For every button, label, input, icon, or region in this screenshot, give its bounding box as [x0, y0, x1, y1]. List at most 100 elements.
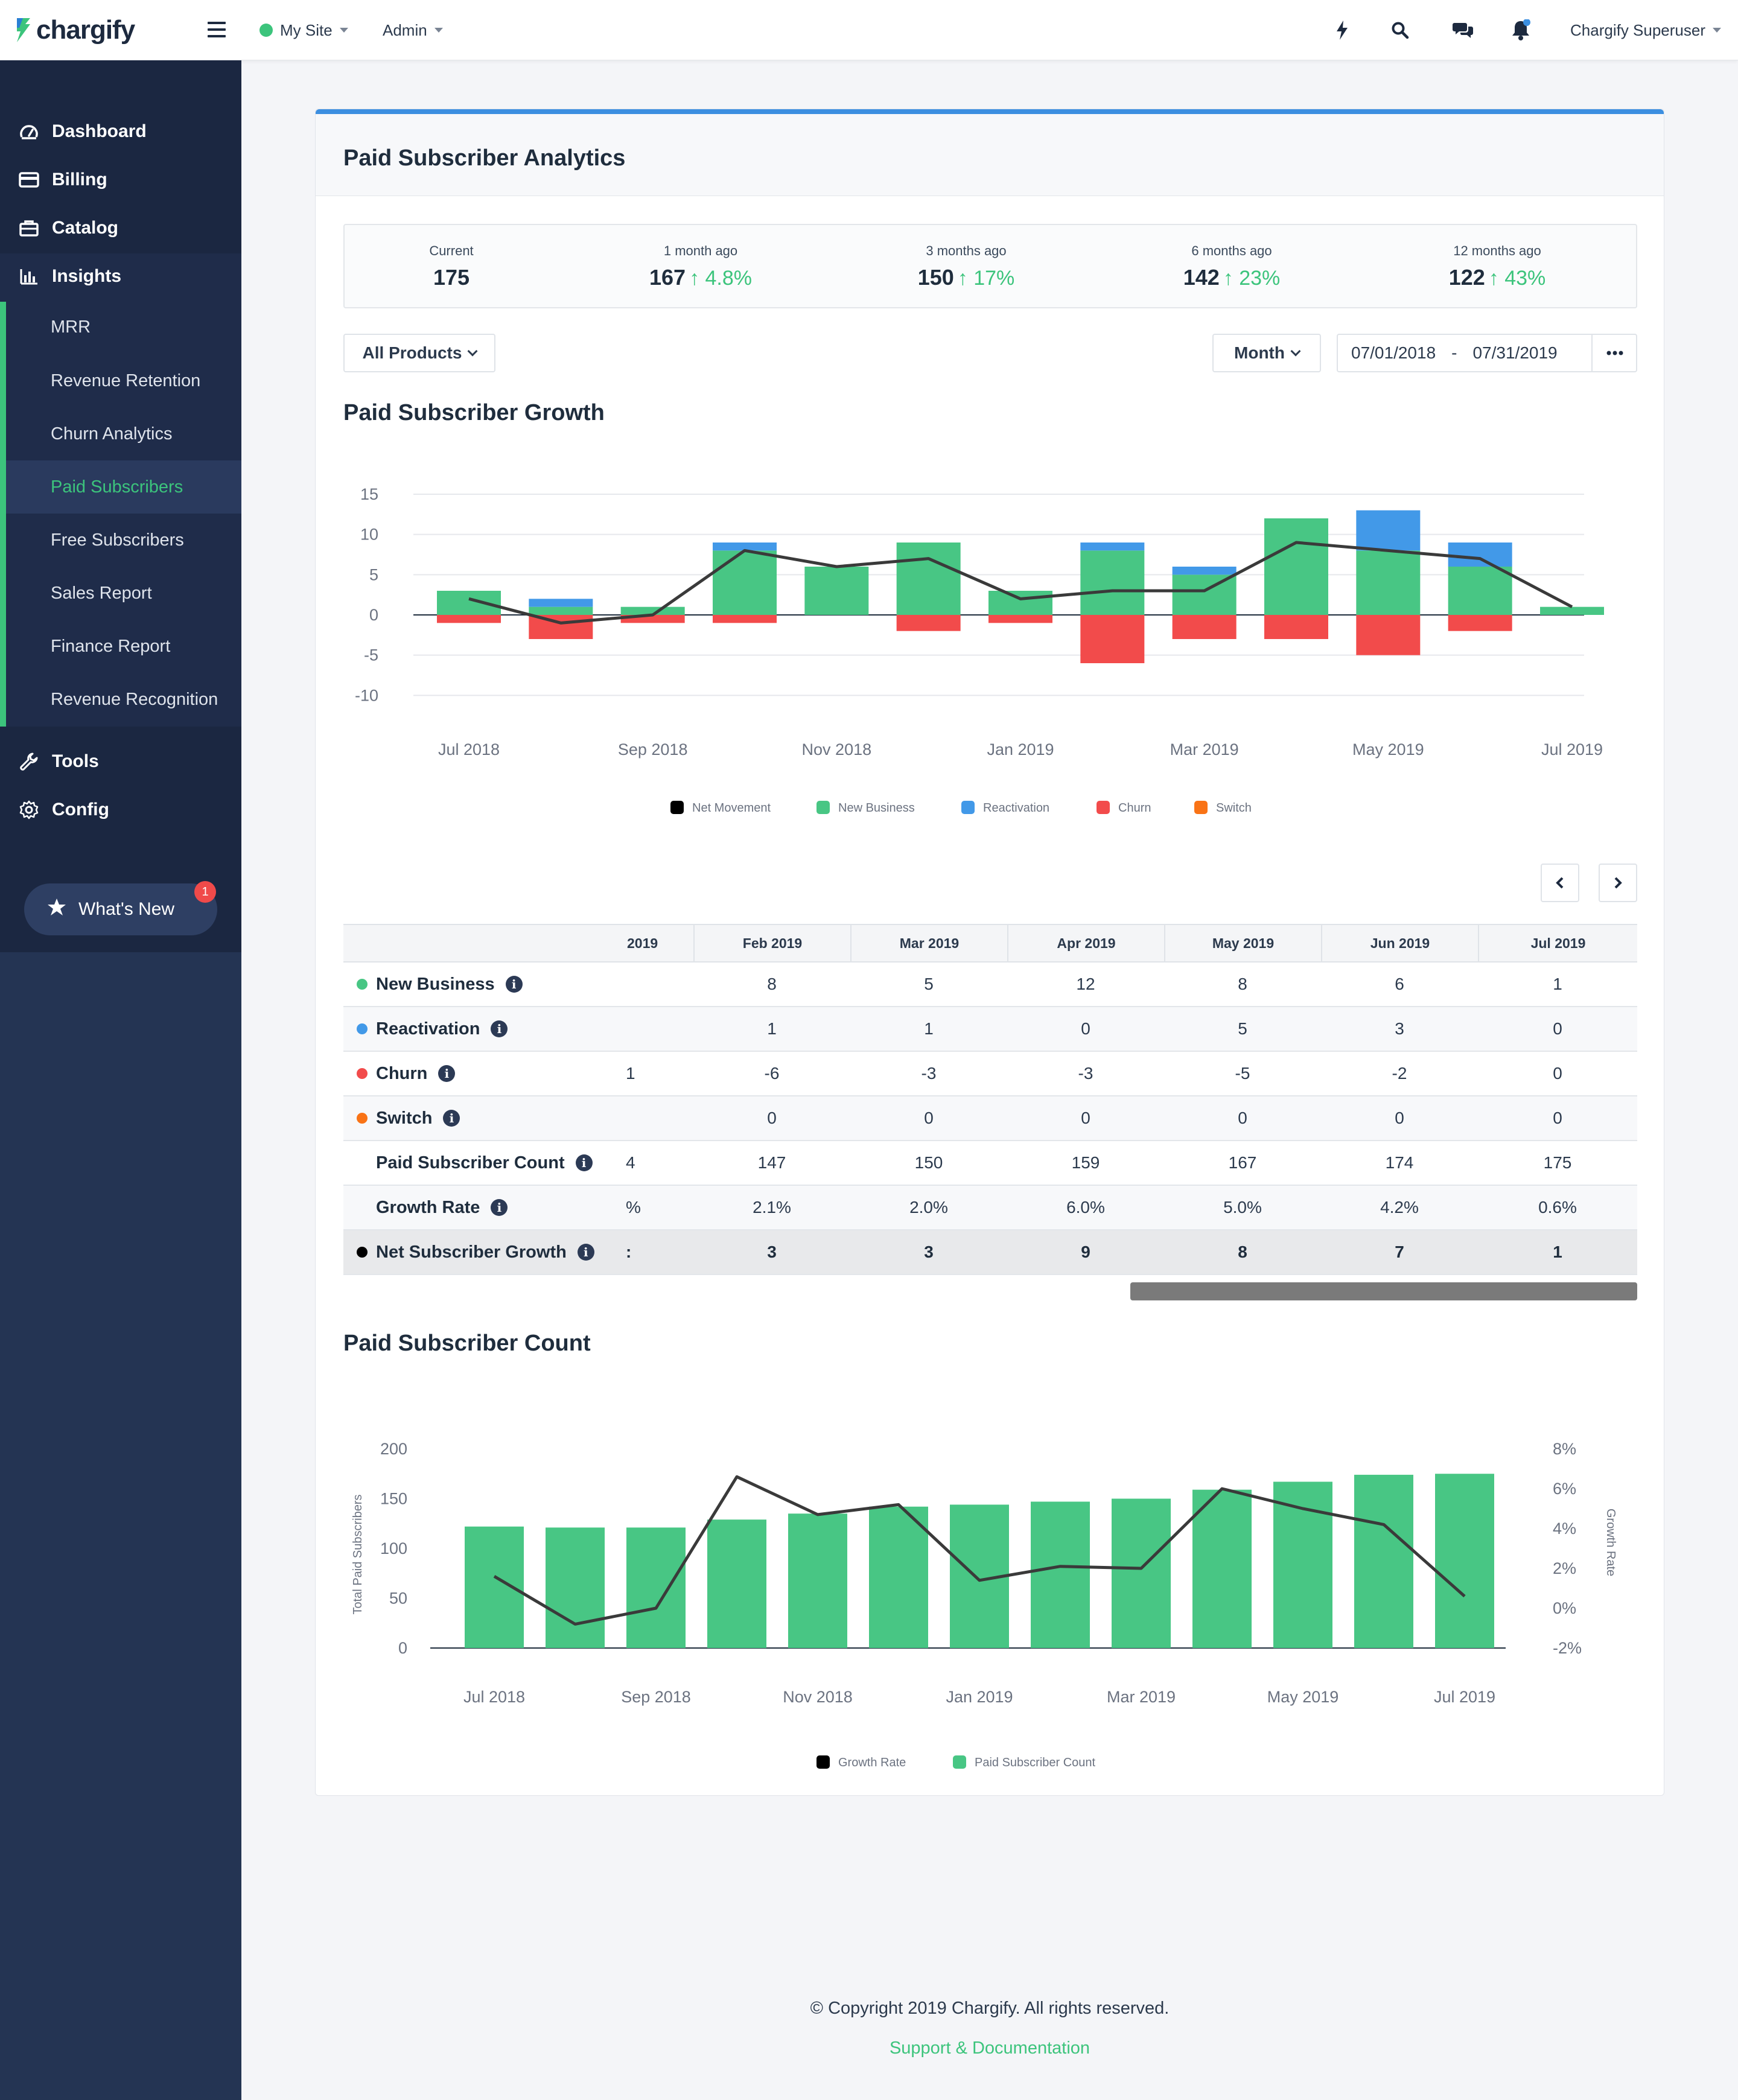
top-bar: chargify My Site Admin Chargify Superuse… [0, 0, 1738, 60]
table-next-button[interactable] [1599, 864, 1637, 902]
products-dropdown[interactable]: All Products [343, 334, 495, 372]
legend-label: Growth Rate [838, 1756, 906, 1769]
info-icon[interactable]: i [505, 976, 523, 993]
bar-reactivation [713, 542, 777, 551]
table-cell: 7 [1395, 1242, 1404, 1261]
sidebar-subitem-label: Revenue Retention [51, 371, 201, 390]
table-cell: 1 [1553, 975, 1562, 993]
legend-label: Churn [1118, 801, 1151, 815]
y-tick-label: 0 [369, 606, 378, 624]
period-dropdown[interactable]: Month [1212, 334, 1321, 372]
x-tick-label: Jan 2019 [946, 1688, 1013, 1706]
search-icon[interactable] [1387, 17, 1413, 43]
sidebar-subitem-revenue-recognition[interactable]: Revenue Recognition [0, 673, 241, 726]
bar-new-business [1540, 606, 1604, 615]
legend-swatch [1097, 801, 1110, 814]
bar-paid-subscriber-count [626, 1527, 686, 1648]
bar-new-business [1172, 574, 1237, 615]
table-cell: 12 [1076, 975, 1095, 993]
more-options-icon[interactable] [1593, 335, 1637, 371]
sidebar-item-billing[interactable]: Billing [0, 156, 241, 204]
row-label-text: New Business [376, 974, 495, 994]
stat-value: 150 ↑ 17% [876, 265, 1057, 290]
info-icon[interactable]: i [491, 1020, 508, 1037]
logo-text: chargify [36, 15, 135, 45]
support-docs-link[interactable]: Support & Documentation [889, 2038, 1090, 2058]
table-cell: -5 [1235, 1064, 1250, 1083]
table-row: Reactivation i 1 1 0 5 3 0 [343, 1007, 1637, 1052]
bar-new-business [1356, 550, 1421, 615]
column-header: Apr 2019 [1007, 925, 1164, 961]
user-menu[interactable]: Chargify Superuser [1570, 18, 1721, 42]
table-cell: 0 [1553, 1019, 1562, 1038]
bar-paid-subscriber-count [869, 1506, 928, 1648]
sidebar-subitem-label: MRR [51, 317, 91, 337]
growth-chart-title: Paid Subscriber Growth [343, 400, 605, 425]
table-cell: 2.1% [753, 1198, 791, 1217]
legend-label: Switch [1216, 801, 1252, 815]
table-cell: 1 [767, 1019, 777, 1038]
sidebar-subitem-sales-report[interactable]: Sales Report [0, 567, 241, 620]
table-cell: -2 [1392, 1064, 1407, 1083]
sidebar-subitem-label: Sales Report [51, 583, 152, 603]
table-cell: 4.2% [1380, 1198, 1419, 1217]
sidebar-subitem-mrr[interactable]: MRR [0, 301, 241, 354]
sidebar-subitem-free-subscribers[interactable]: Free Subscribers [0, 514, 241, 567]
sidebar-item-dashboard[interactable]: Dashboard [0, 107, 241, 156]
sidebar-subitem-revenue-retention[interactable]: Revenue Retention [0, 354, 241, 407]
site-selector[interactable]: My Site [259, 18, 348, 42]
y-tick-label: 150 [380, 1490, 407, 1508]
series-dot [357, 1023, 368, 1034]
bar-churn [1448, 615, 1512, 631]
sidebar-item-label: Tools [52, 751, 99, 771]
table-cell: 9 [1081, 1242, 1090, 1261]
info-icon[interactable]: i [443, 1110, 460, 1127]
sidebar-item-tools[interactable]: Tools [0, 737, 241, 786]
row-label-text: Net Subscriber Growth [376, 1242, 567, 1262]
chat-icon[interactable] [1450, 17, 1476, 43]
bar-paid-subscriber-count [1192, 1489, 1252, 1648]
date-to[interactable]: 07/31/2019 [1472, 343, 1558, 362]
table-cell: 174 [1385, 1153, 1414, 1172]
table-horizontal-scrollbar[interactable] [1130, 1282, 1637, 1300]
sidebar-subitem-finance-report[interactable]: Finance Report [0, 620, 241, 673]
info-icon[interactable]: i [491, 1199, 508, 1216]
bell-icon[interactable] [1507, 17, 1534, 43]
sidebar-item-insights[interactable]: Insights [0, 252, 241, 301]
stat-delta: ↑ 17% [957, 267, 1015, 290]
table-cell: 147 [757, 1153, 786, 1172]
admin-selector[interactable]: Admin [383, 18, 443, 42]
chevron-right-icon [1614, 877, 1622, 889]
sidebar-item-label: Catalog [52, 218, 119, 238]
site-selector-label: My Site [280, 21, 333, 39]
sidebar-subitem-paid-subscribers[interactable]: Paid Subscribers [6, 460, 241, 514]
info-icon[interactable]: i [438, 1065, 456, 1082]
table-cell: 1 [626, 1064, 635, 1083]
stat-label: 6 months ago [1191, 243, 1272, 258]
y-tick-label: 5 [369, 565, 378, 584]
sidebar-item-config[interactable]: Config [0, 786, 241, 834]
count-chart: 200 150 100 50 0 8% 6% 4% 2% 0% -2% Jul 2018 Sep 201… [351, 1440, 1617, 1769]
menu-toggle-icon[interactable] [208, 22, 226, 37]
table-cell: 8 [1238, 1242, 1247, 1261]
bar-reactivation [1356, 510, 1421, 551]
table-prev-button[interactable] [1541, 864, 1579, 902]
chargify-logo[interactable]: chargify [14, 13, 135, 47]
sidebar-item-catalog[interactable]: Catalog [0, 204, 241, 252]
row-label-text: Reactivation [376, 1019, 480, 1039]
table-cell: 1 [924, 1019, 934, 1038]
date-range-picker[interactable]: 07/01/2018 - 07/31/2019 [1337, 334, 1637, 372]
stat-6-months: 6 months ago 142 ↑ 23% [1141, 225, 1322, 310]
sidebar-subitem-churn-analytics[interactable]: Churn Analytics [0, 407, 241, 460]
whats-new-button[interactable]: What's New [24, 883, 217, 935]
x-tick-label: Jul 2019 [1434, 1688, 1495, 1706]
stat-value: 175 [345, 265, 558, 290]
stat-label: 3 months ago [926, 243, 1007, 258]
info-icon[interactable]: i [575, 1154, 593, 1171]
legend-swatch [670, 801, 684, 814]
legend-swatch [953, 1755, 966, 1769]
bolt-icon[interactable] [1329, 17, 1355, 43]
info-icon[interactable]: i [577, 1244, 594, 1261]
date-from[interactable]: 07/01/2018 [1351, 343, 1436, 362]
stat-delta: ↑ 43% [1488, 267, 1546, 290]
